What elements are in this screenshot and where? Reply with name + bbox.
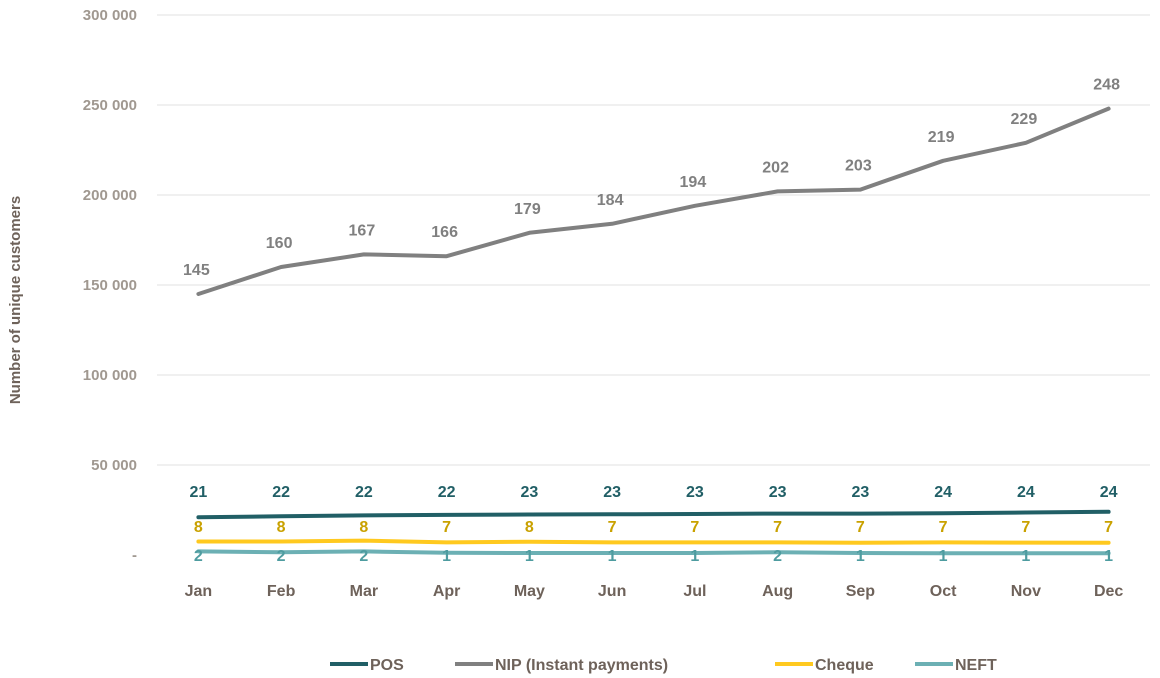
legend-label: NEFT (955, 657, 997, 674)
data-label: 1 (1021, 548, 1030, 565)
x-tick-label: Sep (846, 583, 876, 600)
data-label: 2 (194, 548, 203, 565)
data-label: 202 (762, 159, 789, 176)
data-label: 24 (1017, 484, 1035, 501)
series-line-nip (196, 106, 1111, 296)
data-label: 145 (183, 262, 210, 279)
data-label: 248 (1093, 77, 1120, 94)
x-tick-label: Apr (433, 583, 461, 600)
y-axis-label: Number of unique customers (7, 196, 24, 404)
data-label: 1 (690, 548, 699, 565)
series-line-cheque (196, 538, 1111, 545)
data-label: 22 (355, 484, 373, 501)
legend-label: POS (370, 657, 404, 674)
data-label: 23 (520, 484, 538, 501)
x-tick-label: Jul (683, 583, 706, 600)
x-tick-label: Dec (1094, 583, 1123, 600)
y-tick-label: 50 000 (91, 457, 137, 474)
series-line-neft (196, 549, 1111, 556)
series-line-pos (196, 509, 1111, 520)
data-label: 22 (272, 484, 290, 501)
data-label: 1 (608, 548, 617, 565)
y-tick-label: 150 000 (83, 277, 137, 294)
data-label: 23 (686, 484, 704, 501)
data-label: 179 (514, 201, 541, 218)
y-tick-label: - (132, 547, 137, 564)
x-tick-label: Feb (267, 583, 296, 600)
x-tick-label: Nov (1011, 583, 1041, 600)
data-label: 194 (680, 174, 707, 191)
data-label: 7 (608, 519, 617, 536)
data-label: 8 (359, 519, 368, 536)
data-label: 7 (939, 519, 948, 536)
data-label: 2 (773, 548, 782, 565)
data-label: 24 (934, 484, 952, 501)
data-label: 167 (349, 222, 376, 239)
data-label: 7 (856, 519, 865, 536)
data-label: 1 (1104, 548, 1113, 565)
x-tick-label: Jan (185, 583, 213, 600)
x-tick-label: Oct (930, 583, 957, 600)
x-tick-label: May (514, 583, 545, 600)
data-label: 7 (773, 519, 782, 536)
y-tick-label: 250 000 (83, 97, 137, 114)
data-label: 166 (431, 224, 458, 241)
y-tick-label: 100 000 (83, 367, 137, 384)
data-label: 203 (845, 158, 872, 175)
data-label: 7 (442, 519, 451, 536)
data-label: 23 (851, 484, 869, 501)
data-label: 8 (194, 519, 203, 536)
data-label: 23 (769, 484, 787, 501)
x-axis-ticks: Jan Feb Mar Apr May Jun Jul Aug Sep Oct Nov Dec (185, 583, 1124, 600)
data-label: 1 (442, 548, 451, 565)
data-label: 2 (277, 548, 286, 565)
data-label: 229 (1011, 111, 1038, 128)
y-tick-label: 200 000 (83, 187, 137, 204)
data-label: 21 (189, 484, 207, 501)
x-tick-label: Mar (350, 583, 378, 600)
data-label: 219 (928, 129, 955, 146)
data-label: 22 (438, 484, 456, 501)
data-label: 184 (597, 192, 624, 209)
data-label: 8 (277, 519, 286, 536)
data-label: 1 (525, 548, 534, 565)
x-tick-label: Jun (598, 583, 626, 600)
data-label: 23 (603, 484, 621, 501)
legend: POS NIP (Instant payments) Cheque NEFT (330, 657, 997, 674)
data-label: 1 (856, 548, 865, 565)
legend-label: NIP (Instant payments) (495, 657, 668, 674)
data-label: 1 (939, 548, 948, 565)
data-label: 2 (359, 548, 368, 565)
y-axis-ticks: - 50 000 100 000 150 000 200 000 250 000 300 0… (83, 7, 137, 564)
data-label: 8 (525, 519, 534, 536)
gridlines (157, 14, 1150, 466)
data-label: 24 (1100, 484, 1118, 501)
x-tick-label: Aug (762, 583, 793, 600)
legend-label: Cheque (815, 657, 874, 674)
data-label: 160 (266, 235, 293, 252)
series-lines (196, 106, 1111, 556)
data-label: 7 (1104, 519, 1113, 536)
data-label: 7 (690, 519, 699, 536)
y-tick-label: 300 000 (83, 7, 137, 24)
data-label: 7 (1021, 519, 1030, 536)
